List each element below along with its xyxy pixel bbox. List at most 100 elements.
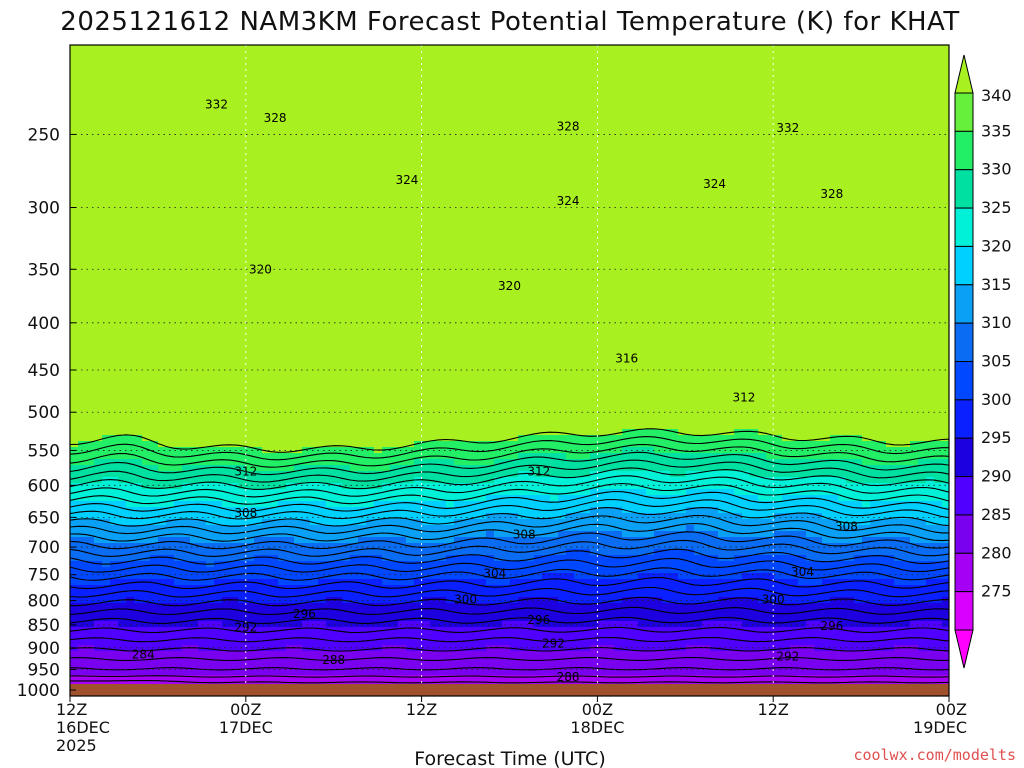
band-cell xyxy=(718,165,727,172)
band-cell xyxy=(166,147,175,154)
band-cell xyxy=(462,147,471,154)
band-cell xyxy=(862,183,871,190)
band-cell xyxy=(654,267,663,274)
band-cell xyxy=(646,267,655,274)
band-cell xyxy=(382,153,391,160)
band-cell xyxy=(606,57,615,64)
band-cell xyxy=(766,207,775,214)
band-cell xyxy=(390,249,399,256)
band-cell xyxy=(878,165,887,172)
band-cell xyxy=(678,135,687,142)
band-cell xyxy=(302,69,311,76)
band-cell xyxy=(406,159,415,166)
band-cell xyxy=(670,219,679,226)
band-cell xyxy=(318,213,327,220)
band-cell xyxy=(742,219,751,226)
band-cell xyxy=(358,243,367,250)
band-cell xyxy=(574,267,583,274)
band-cell xyxy=(502,129,511,136)
band-cell xyxy=(198,267,207,274)
band-cell xyxy=(894,159,903,166)
band-cell xyxy=(542,273,551,280)
band-cell xyxy=(326,129,335,136)
band-cell xyxy=(774,291,783,298)
band-cell xyxy=(494,141,503,148)
band-cell xyxy=(774,147,783,154)
band-cell xyxy=(702,75,711,82)
band-cell xyxy=(614,219,623,226)
band-cell xyxy=(270,129,279,136)
band-cell xyxy=(862,201,871,208)
band-cell xyxy=(166,279,175,286)
band-cell xyxy=(302,267,311,274)
band-cell xyxy=(206,267,215,274)
band-cell xyxy=(870,231,879,238)
band-cell xyxy=(302,63,311,70)
band-cell xyxy=(350,207,359,214)
band-cell xyxy=(446,297,455,304)
band-cell xyxy=(158,63,167,70)
band-cell xyxy=(294,111,303,118)
band-cell xyxy=(302,45,311,52)
band-cell xyxy=(670,135,679,142)
band-cell xyxy=(942,159,949,166)
band-cell xyxy=(862,219,871,226)
band-cell xyxy=(326,105,335,112)
band-cell xyxy=(686,243,695,250)
band-cell xyxy=(166,45,175,52)
band-cell xyxy=(150,249,159,256)
band-cell xyxy=(830,51,839,58)
band-cell xyxy=(198,69,207,76)
band-cell xyxy=(854,63,863,70)
band-cell xyxy=(622,297,631,304)
band-cell xyxy=(838,165,847,172)
band-cell xyxy=(678,213,687,220)
band-cell xyxy=(238,285,247,292)
band-cell xyxy=(662,213,671,220)
band-cell xyxy=(702,111,711,118)
band-cell xyxy=(654,225,663,232)
band-cell xyxy=(174,129,183,136)
band-cell xyxy=(398,141,407,148)
band-cell xyxy=(478,117,487,124)
band-cell xyxy=(206,303,215,310)
band-cell xyxy=(238,225,247,232)
band-cell xyxy=(366,51,375,58)
band-cell xyxy=(662,75,671,82)
band-cell xyxy=(454,177,463,184)
band-cell xyxy=(886,135,895,142)
band-cell xyxy=(406,189,415,196)
band-cell xyxy=(406,123,415,130)
band-cell xyxy=(190,105,199,112)
band-cell xyxy=(678,237,687,244)
band-cell xyxy=(766,111,775,118)
band-cell xyxy=(190,261,199,268)
band-cell xyxy=(494,207,503,214)
band-cell xyxy=(718,291,727,298)
band-cell xyxy=(302,243,311,250)
band-cell xyxy=(750,273,759,280)
band-cell xyxy=(518,285,527,292)
band-cell xyxy=(142,129,151,136)
band-cell xyxy=(574,309,583,316)
band-cell xyxy=(142,57,151,64)
band-cell xyxy=(150,135,159,142)
band-cell xyxy=(814,201,823,208)
band-cell xyxy=(694,237,703,244)
band-cell xyxy=(558,135,567,142)
band-cell xyxy=(806,105,815,112)
band-cell xyxy=(166,57,175,64)
band-cell xyxy=(254,177,263,184)
band-cell xyxy=(766,243,775,250)
band-cell xyxy=(446,267,455,274)
band-cell xyxy=(190,177,199,184)
band-cell xyxy=(558,249,567,256)
band-cell xyxy=(382,309,391,316)
band-cell xyxy=(710,153,719,160)
band-cell xyxy=(342,165,351,172)
band-cell xyxy=(894,195,903,202)
band-cell xyxy=(182,315,191,322)
band-cell xyxy=(414,57,423,64)
band-cell xyxy=(902,135,911,142)
band-cell xyxy=(446,177,455,184)
